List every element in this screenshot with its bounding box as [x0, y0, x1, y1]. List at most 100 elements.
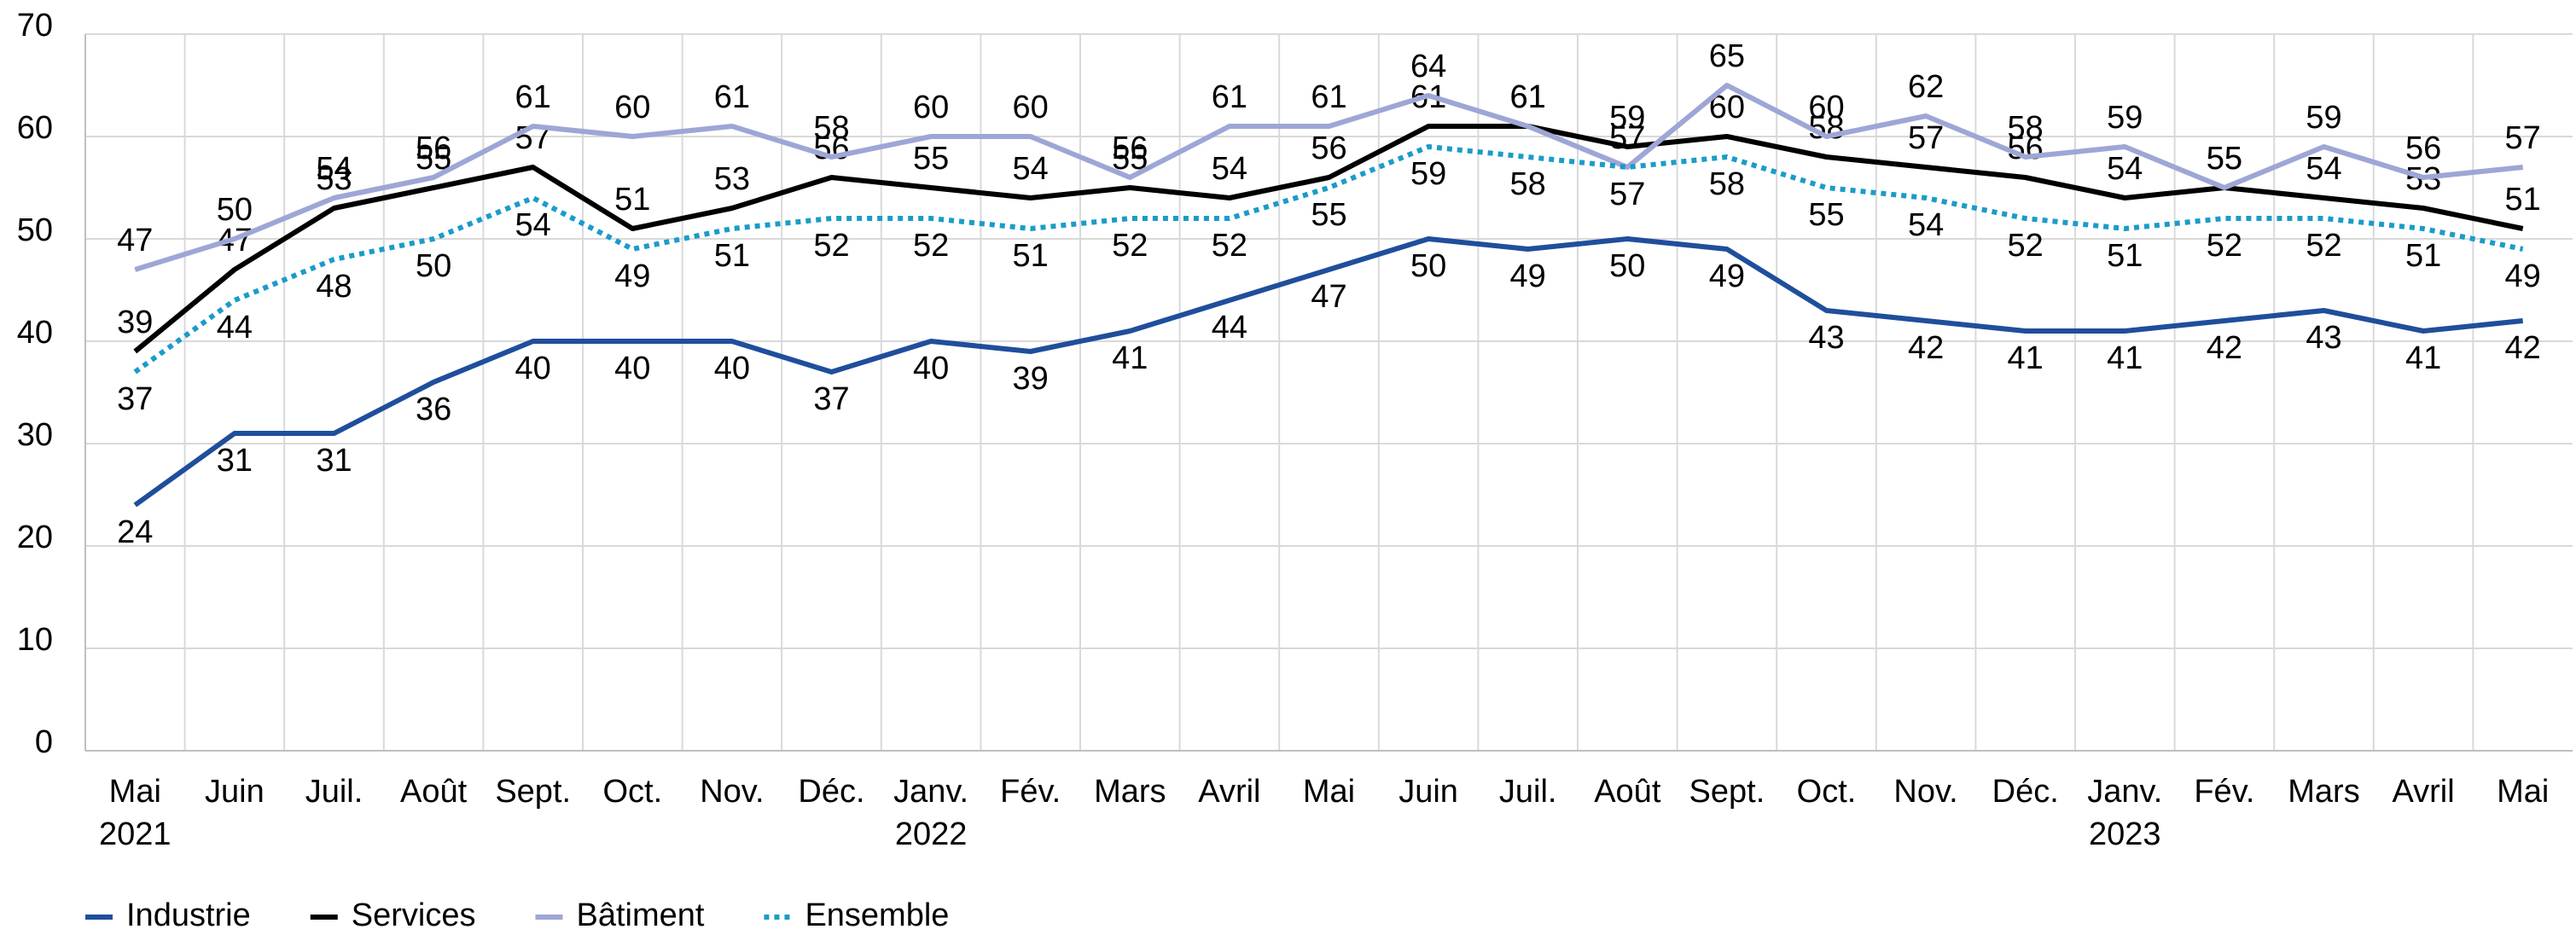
data-label: 56 — [2008, 131, 2044, 166]
legend-label: Bâtiment — [576, 897, 704, 933]
data-label: 31 — [217, 443, 253, 479]
data-label: 59 — [2306, 100, 2341, 136]
data-label: 58 — [1510, 166, 1546, 202]
series-line — [133, 144, 2524, 375]
x-tick-year: 2022 — [895, 816, 968, 852]
data-label: 50 — [1609, 248, 1645, 284]
data-label: 57 — [1609, 177, 1645, 212]
data-label: 56 — [813, 131, 849, 166]
x-tick-label: Janv. 2023 — [2087, 774, 2162, 852]
x-tick-label: Juil. — [1499, 774, 1557, 810]
data-label: 40 — [515, 351, 551, 386]
x-tick-label: Mai 2021 — [99, 774, 172, 852]
x-tick-label: Fév. — [1000, 774, 1061, 810]
x-tick-month: Mai — [109, 774, 161, 810]
data-label: 41 — [2405, 340, 2441, 376]
data-label: 36 — [416, 392, 451, 427]
data-label: 53 — [714, 161, 750, 197]
y-tick-label: 50 — [17, 212, 53, 248]
data-label: 42 — [2207, 330, 2242, 366]
y-tick-label: 0 — [35, 724, 53, 760]
x-tick-label: Janv. 2022 — [893, 774, 968, 852]
data-label: 49 — [614, 258, 650, 294]
data-label: 60 — [1808, 90, 1844, 125]
x-tick-month: Janv. — [2087, 774, 2162, 810]
data-label: 42 — [1908, 330, 1944, 366]
data-label: 52 — [1112, 228, 1148, 264]
data-label: 42 — [2505, 330, 2541, 366]
data-label: 52 — [2207, 228, 2242, 264]
data-label: 56 — [1311, 131, 1346, 166]
x-tick-label: Mai — [2497, 774, 2549, 810]
data-label: 52 — [2306, 228, 2341, 264]
data-label: 55 — [1808, 197, 1844, 233]
data-label: 59 — [1609, 100, 1645, 136]
data-label: 58 — [813, 110, 849, 146]
data-label: 44 — [1212, 310, 1247, 346]
data-label: 40 — [614, 351, 650, 386]
data-label: 58 — [2008, 110, 2044, 146]
x-tick-label: Oct. — [602, 774, 662, 810]
data-label: 39 — [1013, 361, 1049, 397]
data-label: 58 — [1709, 166, 1745, 202]
data-label: 49 — [1709, 258, 1745, 294]
data-label: 53 — [316, 161, 352, 197]
data-label: 61 — [1510, 79, 1546, 115]
x-tick-label: Nov. — [1893, 774, 1957, 810]
data-label: 65 — [1709, 38, 1745, 74]
data-label: 60 — [1013, 90, 1049, 125]
data-label: 57 — [1609, 120, 1645, 156]
data-label: 40 — [714, 351, 750, 386]
series-line — [133, 236, 2524, 508]
data-label: 49 — [2505, 258, 2541, 294]
x-tick-label: Avril — [1198, 774, 1260, 810]
data-label: 57 — [2505, 120, 2541, 156]
x-tick-label: Déc. — [1992, 774, 2059, 810]
y-tick-label: 60 — [17, 110, 53, 146]
x-tick-label: Mars — [1094, 774, 1166, 810]
data-label: 40 — [913, 351, 949, 386]
data-label: 56 — [416, 131, 451, 166]
x-tick-label: Nov. — [700, 774, 764, 810]
data-label: 52 — [913, 228, 949, 264]
x-tick-label: Août — [400, 774, 468, 810]
data-label: 61 — [1311, 79, 1346, 115]
x-tick-label: Sept. — [495, 774, 571, 810]
data-label: 41 — [1112, 340, 1148, 376]
data-label: 54 — [1013, 151, 1049, 187]
data-label: 54 — [1212, 151, 1247, 187]
x-tick-label: Juil. — [305, 774, 363, 810]
x-tick-label: Juin — [1398, 774, 1458, 810]
data-label: 55 — [1311, 197, 1346, 233]
data-label: 54 — [2306, 151, 2341, 187]
x-tick-label: Fév. — [2194, 774, 2254, 810]
data-label: 61 — [1212, 79, 1247, 115]
x-tick-label: Mai — [1303, 774, 1355, 810]
data-label: 49 — [1510, 258, 1546, 294]
data-label: 56 — [1112, 131, 1148, 166]
data-label: 59 — [1410, 156, 1446, 192]
data-label: 54 — [515, 207, 551, 243]
data-label: 51 — [1013, 238, 1049, 274]
data-label: 47 — [117, 223, 153, 258]
y-tick-label: 30 — [17, 417, 53, 453]
x-tick-label: Sept. — [1689, 774, 1765, 810]
data-label: 41 — [2008, 340, 2044, 376]
x-tick-label: Déc. — [798, 774, 864, 810]
data-label: 39 — [117, 305, 153, 340]
x-tick-label: Août — [1594, 774, 1661, 810]
data-label: 54 — [316, 151, 352, 187]
data-label: 61 — [1510, 79, 1546, 115]
data-label: 48 — [316, 269, 352, 305]
legend-label: Services — [352, 897, 476, 933]
y-tick-label: 70 — [17, 8, 53, 44]
data-label: 55 — [2207, 141, 2242, 177]
x-tick-label: Juin — [205, 774, 265, 810]
data-label: 52 — [1212, 228, 1247, 264]
x-tick-year: 2023 — [2089, 816, 2161, 852]
x-tick-label: Mars — [2288, 774, 2359, 810]
data-label: 51 — [614, 182, 650, 218]
data-label: 41 — [2107, 340, 2143, 376]
data-label: 60 — [614, 90, 650, 125]
